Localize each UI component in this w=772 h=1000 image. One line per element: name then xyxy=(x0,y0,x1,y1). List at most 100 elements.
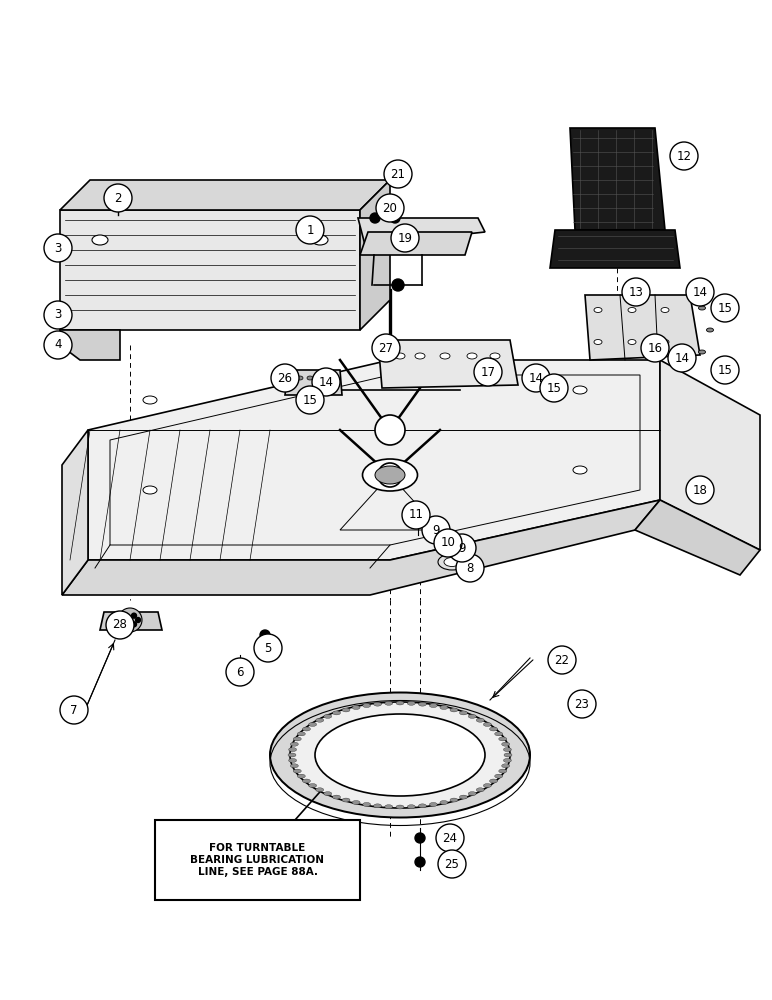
Circle shape xyxy=(434,529,462,557)
Ellipse shape xyxy=(504,753,512,757)
Text: 6: 6 xyxy=(236,666,244,678)
Polygon shape xyxy=(60,330,120,360)
Ellipse shape xyxy=(374,702,381,706)
Ellipse shape xyxy=(303,727,310,731)
Polygon shape xyxy=(570,128,665,230)
Circle shape xyxy=(414,514,422,522)
Text: 28: 28 xyxy=(113,618,127,632)
Circle shape xyxy=(444,539,452,547)
Text: 12: 12 xyxy=(676,149,692,162)
Polygon shape xyxy=(60,210,360,330)
Circle shape xyxy=(711,294,739,322)
Circle shape xyxy=(375,415,405,445)
Text: 14: 14 xyxy=(675,352,689,364)
Ellipse shape xyxy=(450,798,458,802)
Ellipse shape xyxy=(309,722,317,726)
Polygon shape xyxy=(88,360,660,560)
Circle shape xyxy=(415,857,425,867)
Circle shape xyxy=(124,613,128,618)
Ellipse shape xyxy=(429,802,438,806)
Circle shape xyxy=(260,630,270,640)
Ellipse shape xyxy=(143,486,157,494)
Ellipse shape xyxy=(303,779,310,783)
Text: 15: 15 xyxy=(717,302,733,314)
Ellipse shape xyxy=(418,804,426,808)
Text: 5: 5 xyxy=(264,642,272,654)
Circle shape xyxy=(415,833,425,843)
Ellipse shape xyxy=(375,466,405,484)
Polygon shape xyxy=(550,230,680,268)
Polygon shape xyxy=(62,500,660,595)
Circle shape xyxy=(568,690,596,718)
Text: 14: 14 xyxy=(529,371,543,384)
Circle shape xyxy=(450,543,460,553)
Ellipse shape xyxy=(309,784,317,788)
Ellipse shape xyxy=(594,308,602,312)
Text: 14: 14 xyxy=(692,286,707,298)
Ellipse shape xyxy=(352,801,360,805)
Ellipse shape xyxy=(307,376,313,380)
Ellipse shape xyxy=(114,192,122,204)
Ellipse shape xyxy=(288,753,296,757)
Text: 23: 23 xyxy=(574,698,590,710)
Text: 2: 2 xyxy=(114,192,122,205)
Text: 26: 26 xyxy=(277,371,293,384)
Ellipse shape xyxy=(395,353,405,359)
Ellipse shape xyxy=(438,554,466,570)
Ellipse shape xyxy=(270,692,530,818)
Ellipse shape xyxy=(323,714,332,718)
Text: 22: 22 xyxy=(554,654,570,666)
Ellipse shape xyxy=(312,235,328,245)
Circle shape xyxy=(44,234,72,262)
Ellipse shape xyxy=(290,702,510,808)
Ellipse shape xyxy=(628,340,636,344)
Ellipse shape xyxy=(342,708,350,712)
Circle shape xyxy=(436,824,464,852)
Circle shape xyxy=(402,501,430,529)
Text: 15: 15 xyxy=(303,393,317,406)
Ellipse shape xyxy=(297,376,303,380)
Ellipse shape xyxy=(490,353,500,359)
Text: 11: 11 xyxy=(408,508,424,522)
Ellipse shape xyxy=(661,340,669,344)
Ellipse shape xyxy=(661,308,669,312)
Ellipse shape xyxy=(418,702,426,706)
Text: 3: 3 xyxy=(54,308,62,322)
Text: 16: 16 xyxy=(648,342,662,355)
Circle shape xyxy=(376,194,404,222)
Circle shape xyxy=(296,216,324,244)
Ellipse shape xyxy=(289,758,296,762)
Circle shape xyxy=(254,634,282,662)
Circle shape xyxy=(670,142,698,170)
Ellipse shape xyxy=(316,788,323,792)
Circle shape xyxy=(422,516,450,544)
Ellipse shape xyxy=(476,788,484,792)
Circle shape xyxy=(312,368,340,396)
Text: 4: 4 xyxy=(54,338,62,352)
Circle shape xyxy=(392,279,404,291)
Ellipse shape xyxy=(333,711,340,715)
Ellipse shape xyxy=(499,737,506,741)
Text: 9: 9 xyxy=(432,524,440,536)
Ellipse shape xyxy=(293,737,301,741)
Polygon shape xyxy=(60,180,390,210)
Circle shape xyxy=(106,611,134,639)
Ellipse shape xyxy=(495,774,503,778)
Text: 13: 13 xyxy=(628,286,643,298)
Circle shape xyxy=(378,463,402,487)
Text: 10: 10 xyxy=(441,536,455,550)
Ellipse shape xyxy=(293,769,301,773)
Text: 24: 24 xyxy=(442,832,458,844)
Circle shape xyxy=(384,160,412,188)
Ellipse shape xyxy=(429,704,438,708)
Ellipse shape xyxy=(316,718,323,722)
Ellipse shape xyxy=(297,732,306,736)
Circle shape xyxy=(548,646,576,674)
Circle shape xyxy=(104,184,132,212)
Ellipse shape xyxy=(489,779,497,783)
Polygon shape xyxy=(360,180,390,330)
Ellipse shape xyxy=(408,701,415,705)
Ellipse shape xyxy=(450,708,458,712)
Text: 7: 7 xyxy=(70,704,78,716)
Ellipse shape xyxy=(315,714,485,796)
